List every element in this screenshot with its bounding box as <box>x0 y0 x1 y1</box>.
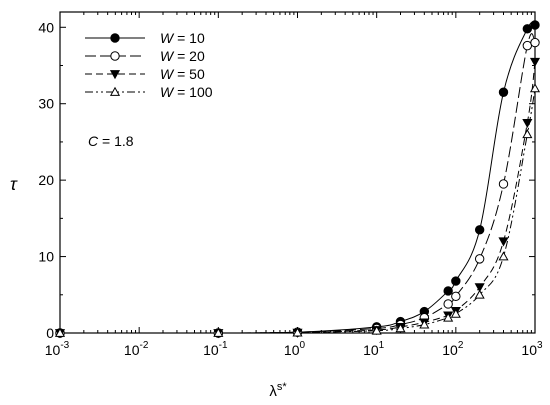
series-line-3 <box>59 61 536 334</box>
legend-label-2: W = 20 <box>160 48 205 64</box>
data-point-s4-5 <box>395 323 406 333</box>
data-point-s1-11 <box>522 24 533 34</box>
y-axis-ticks: 0 10 20 30 40 <box>38 19 535 341</box>
data-point-s4-3 <box>292 327 303 337</box>
y-tick-label: 0 <box>46 325 54 341</box>
y-axis-label: τ <box>10 174 18 194</box>
y-tick-label: 10 <box>38 249 54 265</box>
data-point-s4-7 <box>443 312 454 322</box>
data-point-s2-10 <box>498 179 509 189</box>
plot-frame <box>59 11 536 334</box>
plot-border <box>59 11 536 334</box>
legend: W = 10 W = 20 W = 50 W = 100 <box>85 30 213 100</box>
data-point-s2-9 <box>474 254 485 264</box>
data-point-s4-2 <box>213 327 224 337</box>
data-point-s4-4 <box>371 325 382 335</box>
x-tick-label: 10-1 <box>203 340 228 358</box>
data-point-s2-7 <box>443 299 453 309</box>
legend-marker-3 <box>109 70 121 80</box>
data-point-s4-8 <box>450 308 461 318</box>
data-point-s2-8 <box>451 291 461 302</box>
data-point-s4-12 <box>529 83 541 93</box>
x-axis-label-superscript: s* <box>277 381 288 393</box>
annotation-c: C = 1.8 <box>88 133 134 149</box>
data-point-s1-8 <box>451 276 461 286</box>
legend-label-4: W = 100 <box>160 84 213 100</box>
data-point-s3-12 <box>529 57 541 67</box>
data-point-s3-10 <box>498 237 509 247</box>
y-tick-label: 30 <box>38 96 54 112</box>
x-tick-label: 101 <box>363 340 385 358</box>
legend-marker-4 <box>109 86 121 96</box>
series-lines <box>59 21 536 334</box>
x-tick-label: 102 <box>442 340 464 358</box>
y-tick-label: 40 <box>38 19 54 35</box>
data-point-s3-9 <box>474 283 485 293</box>
data-point-s4-9 <box>474 289 485 299</box>
series-line-2 <box>59 33 536 334</box>
legend-marker-2 <box>110 51 120 61</box>
x-axis-label: λs* <box>269 381 287 400</box>
y-tick-label: 20 <box>38 172 54 188</box>
data-point-s4-11 <box>522 129 533 139</box>
legend-label-1: W = 10 <box>160 30 205 46</box>
x-tick-label: 10-3 <box>45 340 70 358</box>
legend-marker-1 <box>110 33 120 43</box>
series-line-4 <box>59 88 536 334</box>
series-markers <box>54 20 541 339</box>
x-axis-ticks: 10-3 10-2 10-1 100 101 102 103 <box>45 12 543 358</box>
data-point-s4-10 <box>498 251 509 261</box>
data-point-s1-12 <box>530 20 540 30</box>
annotation-c-symbol: C <box>88 133 99 149</box>
x-tick-label: 103 <box>521 340 543 358</box>
data-point-s2-12 <box>530 37 540 48</box>
data-point-s1-9 <box>474 225 485 235</box>
data-point-s4-6 <box>419 319 430 329</box>
x-tick-label: 10-2 <box>124 340 149 358</box>
x-axis-label-symbol: λ <box>269 383 277 400</box>
x-tick-label: 100 <box>284 340 306 358</box>
series-line-1 <box>59 21 536 334</box>
data-point-s1-10 <box>498 87 509 97</box>
annotation-c-value: = 1.8 <box>98 133 134 149</box>
data-point-s3-11 <box>522 118 533 129</box>
data-point-s4-1 <box>54 327 66 337</box>
data-point-s1-7 <box>443 286 453 296</box>
legend-label-3: W = 50 <box>160 66 205 82</box>
data-point-s2-11 <box>522 40 533 51</box>
